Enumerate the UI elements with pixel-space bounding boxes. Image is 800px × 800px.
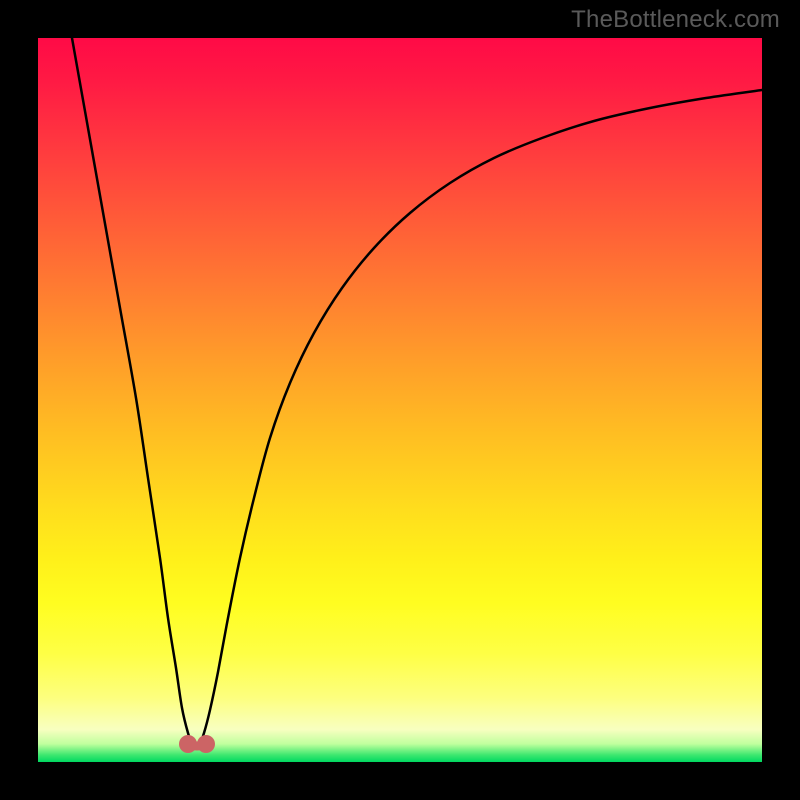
optimal-point-marker (179, 735, 197, 753)
optimal-point-marker (197, 735, 215, 753)
chart-container: TheBottleneck.com (0, 0, 800, 800)
optimal-markers (179, 735, 215, 753)
plot-area (38, 38, 762, 762)
bottleneck-curve (38, 38, 762, 762)
watermark-text: TheBottleneck.com (571, 6, 780, 34)
curve-path (72, 38, 762, 747)
